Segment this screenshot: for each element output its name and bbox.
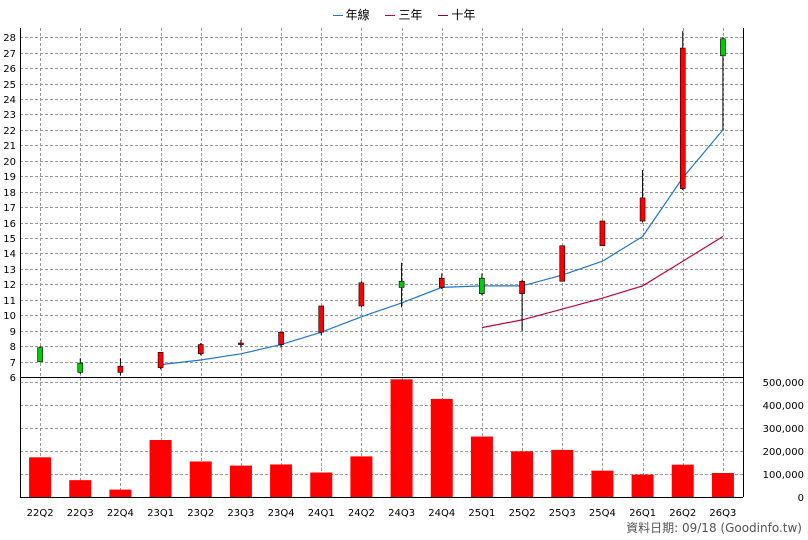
- candle-body: [37, 347, 43, 362]
- x-tick-label: 26Q2: [669, 508, 696, 519]
- candle-body: [599, 220, 606, 247]
- price-tick-label: 13: [3, 265, 16, 276]
- price-tick-label: 7: [10, 358, 16, 369]
- annual-ma-line: [160, 129, 724, 366]
- x-tick-label: 22Q2: [27, 508, 54, 519]
- volume-bar: [591, 470, 614, 497]
- price-tick-label: 10: [3, 311, 16, 322]
- candle-body: [157, 351, 164, 369]
- volume-bar: [511, 451, 534, 497]
- x-tick-label: 24Q2: [348, 508, 375, 519]
- volume-bar: [671, 464, 694, 497]
- candle-body: [398, 280, 405, 288]
- price-tick-label: 19: [3, 172, 16, 183]
- legend-label-annual: 年線: [345, 8, 370, 22]
- x-tick-label: 24Q1: [308, 508, 335, 519]
- candle-body: [559, 245, 566, 282]
- x-tick-label: 22Q3: [67, 508, 94, 519]
- price-tick-label: 23: [3, 110, 16, 121]
- price-tick-label: 11: [3, 296, 16, 307]
- candle-body: [278, 331, 284, 345]
- candle-body: [679, 47, 686, 189]
- candle-body: [197, 344, 204, 355]
- price-tick-label: 26: [3, 64, 16, 75]
- candle-body: [639, 197, 646, 222]
- price-tick-label: 17: [3, 203, 16, 214]
- volume-bar: [470, 436, 493, 497]
- x-tick-label: 25Q1: [468, 508, 495, 519]
- volume-bar: [390, 379, 413, 497]
- candle-body: [117, 365, 124, 373]
- x-tick-label: 26Q3: [709, 508, 736, 519]
- legend-label-three-year: 三年: [398, 8, 423, 22]
- price-tick-label: 27: [3, 49, 16, 60]
- legend-swatch-ten-year: [438, 15, 449, 16]
- candle-body: [720, 38, 726, 57]
- x-tick-label: 23Q2: [187, 508, 214, 519]
- volume-bar: [430, 398, 453, 497]
- candle-body: [318, 305, 325, 333]
- legend-label-ten-year: 十年: [451, 8, 476, 22]
- volume-tick-label: 100,000: [763, 470, 804, 481]
- volume-bar: [350, 456, 373, 497]
- legend-item-ten-year: 十年: [438, 6, 475, 23]
- volume-bar: [149, 440, 172, 497]
- candle-body: [479, 277, 485, 294]
- x-tick-label: 24Q4: [428, 508, 455, 519]
- volume-bar: [229, 465, 252, 497]
- volume-bar: [551, 449, 574, 497]
- volume-tick-label: 200,000: [763, 447, 804, 458]
- chart-legend: 年線 三年 十年: [0, 6, 808, 23]
- x-tick-label: 25Q2: [509, 508, 536, 519]
- price-tick-label: 14: [3, 249, 16, 260]
- x-tick-label: 23Q3: [227, 508, 254, 519]
- volume-bar: [711, 473, 734, 497]
- price-tick-label: 6: [10, 373, 16, 384]
- data-date-footer: 資料日期: 09/18 (Goodinfo.tw): [626, 521, 802, 535]
- price-tick-label: 25: [3, 80, 16, 91]
- legend-swatch-annual: [332, 15, 343, 16]
- candle-body: [358, 282, 365, 307]
- price-tick-label: 24: [3, 95, 16, 106]
- price-tick-label: 18: [3, 188, 16, 199]
- price-tick-label: 22: [3, 126, 16, 137]
- volume-bar: [270, 464, 293, 497]
- candle-body: [77, 362, 84, 373]
- volume-bar: [69, 480, 92, 497]
- volume-tick-label: 500,000: [763, 378, 804, 389]
- price-tick-label: 12: [3, 280, 16, 291]
- volume-tick-label: 0: [798, 493, 804, 504]
- price-tick-label: 8: [10, 342, 16, 353]
- x-tick-label: 23Q1: [147, 508, 174, 519]
- x-tick-label: 25Q3: [549, 508, 576, 519]
- x-tick-label: 23Q4: [268, 508, 295, 519]
- volume-bar: [310, 472, 333, 497]
- price-tick-label: 20: [3, 157, 16, 168]
- volume-bar: [109, 489, 132, 497]
- price-tick-label: 15: [3, 234, 16, 245]
- volume-bar: [631, 474, 654, 497]
- candle-body: [238, 342, 244, 345]
- volume-bar: [29, 457, 52, 497]
- x-tick-label: 25Q4: [589, 508, 616, 519]
- volume-tick-label: 400,000: [763, 401, 804, 412]
- x-tick-label: 22Q4: [107, 508, 134, 519]
- price-tick-label: 9: [10, 327, 16, 338]
- price-tick-label: 28: [3, 33, 16, 44]
- volume-tick-label: 300,000: [763, 424, 804, 435]
- x-tick-label: 26Q1: [629, 508, 656, 519]
- volume-bar: [189, 461, 212, 497]
- legend-item-annual: 年線: [332, 6, 370, 23]
- price-tick-label: 21: [3, 141, 16, 152]
- x-tick-label: 24Q3: [388, 508, 415, 519]
- legend-item-three-year: 三年: [385, 6, 423, 23]
- price-tick-label: 16: [3, 219, 16, 230]
- candle-body: [519, 280, 525, 294]
- candle-body: [438, 277, 445, 288]
- legend-swatch-three-year: [385, 15, 396, 16]
